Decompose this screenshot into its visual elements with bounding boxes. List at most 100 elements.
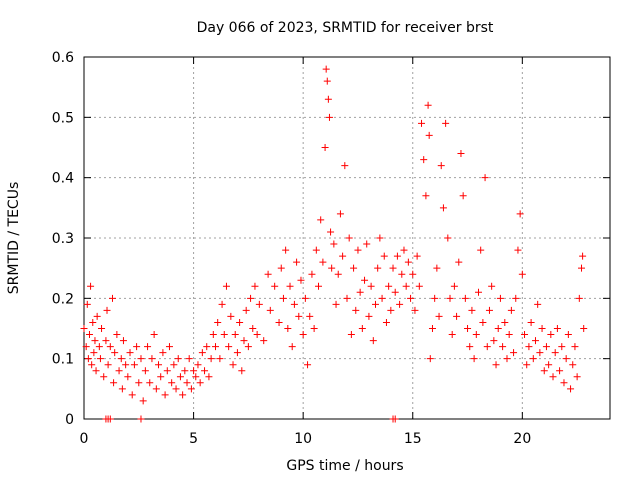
data-point: [159, 349, 167, 357]
data-point: [428, 325, 436, 332]
data-point: [455, 258, 463, 266]
data-point: [334, 270, 342, 278]
data-point: [297, 276, 305, 284]
data-point: [426, 355, 434, 363]
data-point: [510, 349, 518, 357]
data-point: [293, 258, 301, 266]
data-point: [216, 355, 224, 363]
data-point: [477, 246, 485, 254]
data-point: [227, 312, 235, 320]
data-point: [174, 355, 182, 363]
data-point: [553, 325, 561, 332]
data-point: [409, 270, 417, 278]
x-tick-label: 20: [513, 431, 531, 447]
data-point: [324, 95, 332, 103]
data-point: [499, 343, 507, 351]
data-point: [345, 234, 353, 242]
data-point: [122, 361, 130, 369]
x-axis-label: GPS time / hours: [286, 458, 403, 474]
data-point: [146, 379, 154, 387]
data-point: [282, 246, 290, 254]
data-point: [425, 131, 433, 139]
grid-lines: [84, 57, 610, 419]
data-point: [488, 282, 496, 290]
data-point: [229, 361, 237, 369]
data-point: [148, 355, 156, 363]
data-point: [317, 216, 325, 224]
data-point: [413, 252, 421, 260]
data-point: [475, 288, 482, 296]
data-point: [327, 228, 335, 236]
data-point: [367, 282, 375, 290]
data-point: [141, 367, 149, 375]
data-point: [91, 337, 99, 345]
data-point: [398, 270, 406, 278]
y-tick-label: 0.4: [52, 171, 74, 187]
x-tick-label: 0: [80, 431, 89, 447]
data-point: [133, 343, 141, 351]
data-point: [255, 300, 263, 308]
data-point: [518, 270, 526, 278]
data-point: [352, 306, 360, 314]
data-point: [110, 379, 118, 387]
data-point: [271, 282, 279, 290]
data-point: [92, 367, 100, 375]
data-point: [218, 300, 226, 308]
data-point: [562, 355, 570, 363]
data-point: [396, 300, 404, 308]
data-point: [505, 331, 513, 339]
data-point: [551, 349, 559, 357]
data-point: [453, 312, 461, 320]
data-point: [310, 325, 318, 332]
data-point: [155, 361, 163, 369]
data-point: [266, 306, 274, 314]
y-tick-label: 0: [65, 412, 74, 428]
data-point: [183, 379, 191, 387]
data-point: [422, 192, 430, 200]
data-point: [103, 306, 111, 314]
data-point: [459, 192, 467, 200]
data-point: [144, 343, 152, 351]
data-point: [100, 373, 108, 381]
data-point: [106, 415, 114, 423]
data-point: [446, 294, 454, 302]
data-point: [393, 252, 401, 260]
data-point: [117, 355, 125, 363]
data-point: [106, 343, 114, 351]
data-point: [547, 331, 555, 339]
data-point: [88, 361, 96, 369]
data-point: [538, 325, 546, 332]
data-point: [312, 246, 320, 254]
data-point: [212, 343, 219, 351]
data-point: [389, 264, 397, 272]
data-point: [113, 331, 121, 339]
data-point: [84, 355, 92, 363]
data-point: [540, 367, 548, 375]
data-point: [192, 373, 200, 381]
data-point: [567, 385, 575, 393]
data-point: [325, 113, 333, 121]
data-point: [496, 294, 504, 302]
data-point: [87, 282, 95, 290]
data-point: [231, 331, 239, 339]
data-point: [503, 355, 511, 363]
data-point: [365, 312, 373, 320]
data-point: [578, 264, 586, 272]
data-point: [137, 415, 145, 423]
data-point: [444, 234, 452, 242]
data-point: [130, 361, 138, 369]
data-point: [479, 318, 487, 326]
data-point: [187, 385, 195, 393]
data-point: [472, 331, 480, 339]
data-point: [531, 337, 539, 345]
data-point: [205, 373, 213, 381]
data-point: [521, 331, 529, 339]
data-point: [339, 252, 347, 260]
data-point: [203, 343, 211, 351]
y-tick-label: 0.5: [52, 110, 74, 126]
data-point: [244, 343, 252, 351]
data-point: [249, 325, 257, 332]
data-point: [240, 337, 248, 345]
data-point: [485, 306, 493, 314]
